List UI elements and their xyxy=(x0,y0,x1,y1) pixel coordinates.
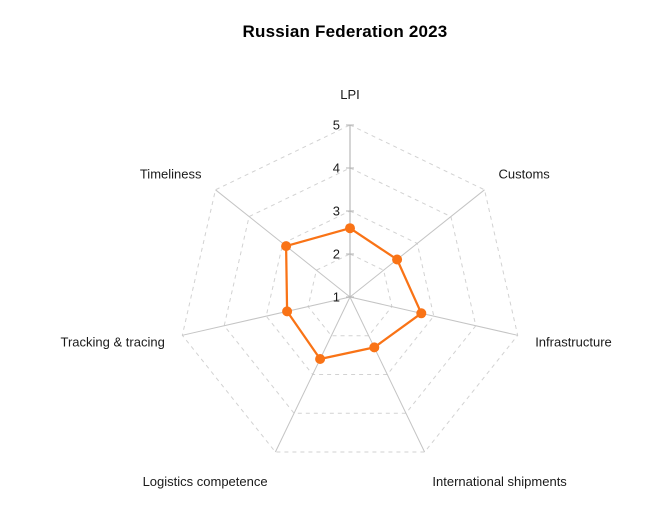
grid-ring xyxy=(181,124,519,453)
axis-label: Tracking & tracing xyxy=(61,334,165,349)
grid-ring xyxy=(265,210,435,375)
axis-spoke xyxy=(274,296,351,453)
grid-ring xyxy=(307,253,393,337)
axis-spoke xyxy=(349,296,518,336)
axis-label: Timeliness xyxy=(140,167,202,182)
chart-title: Russian Federation 2023 xyxy=(242,22,448,41)
data-point[interactable] xyxy=(282,306,293,317)
tick-label: 3 xyxy=(333,204,340,219)
data-point[interactable] xyxy=(416,308,427,319)
axis-label: LPI xyxy=(340,87,360,102)
grid-ring xyxy=(223,167,477,414)
data-point[interactable] xyxy=(392,254,403,265)
tick-label: 4 xyxy=(333,161,340,176)
data-point[interactable] xyxy=(315,354,326,364)
axis-label: Infrastructure xyxy=(535,334,612,349)
data-point[interactable] xyxy=(281,241,292,252)
axis-label: International shipments xyxy=(432,474,567,489)
axis-label: Logistics competence xyxy=(143,474,268,489)
axis-spoke xyxy=(349,189,485,298)
axis-spoke xyxy=(182,296,351,336)
tick-label: 1 xyxy=(333,290,340,305)
data-point[interactable] xyxy=(345,223,355,234)
data-point[interactable] xyxy=(369,342,380,353)
data-polygon xyxy=(284,227,423,361)
axis-label: Customs xyxy=(499,167,551,182)
axis-spoke xyxy=(349,296,426,453)
tick-label: 5 xyxy=(333,118,340,133)
tick-label: 2 xyxy=(333,247,340,262)
